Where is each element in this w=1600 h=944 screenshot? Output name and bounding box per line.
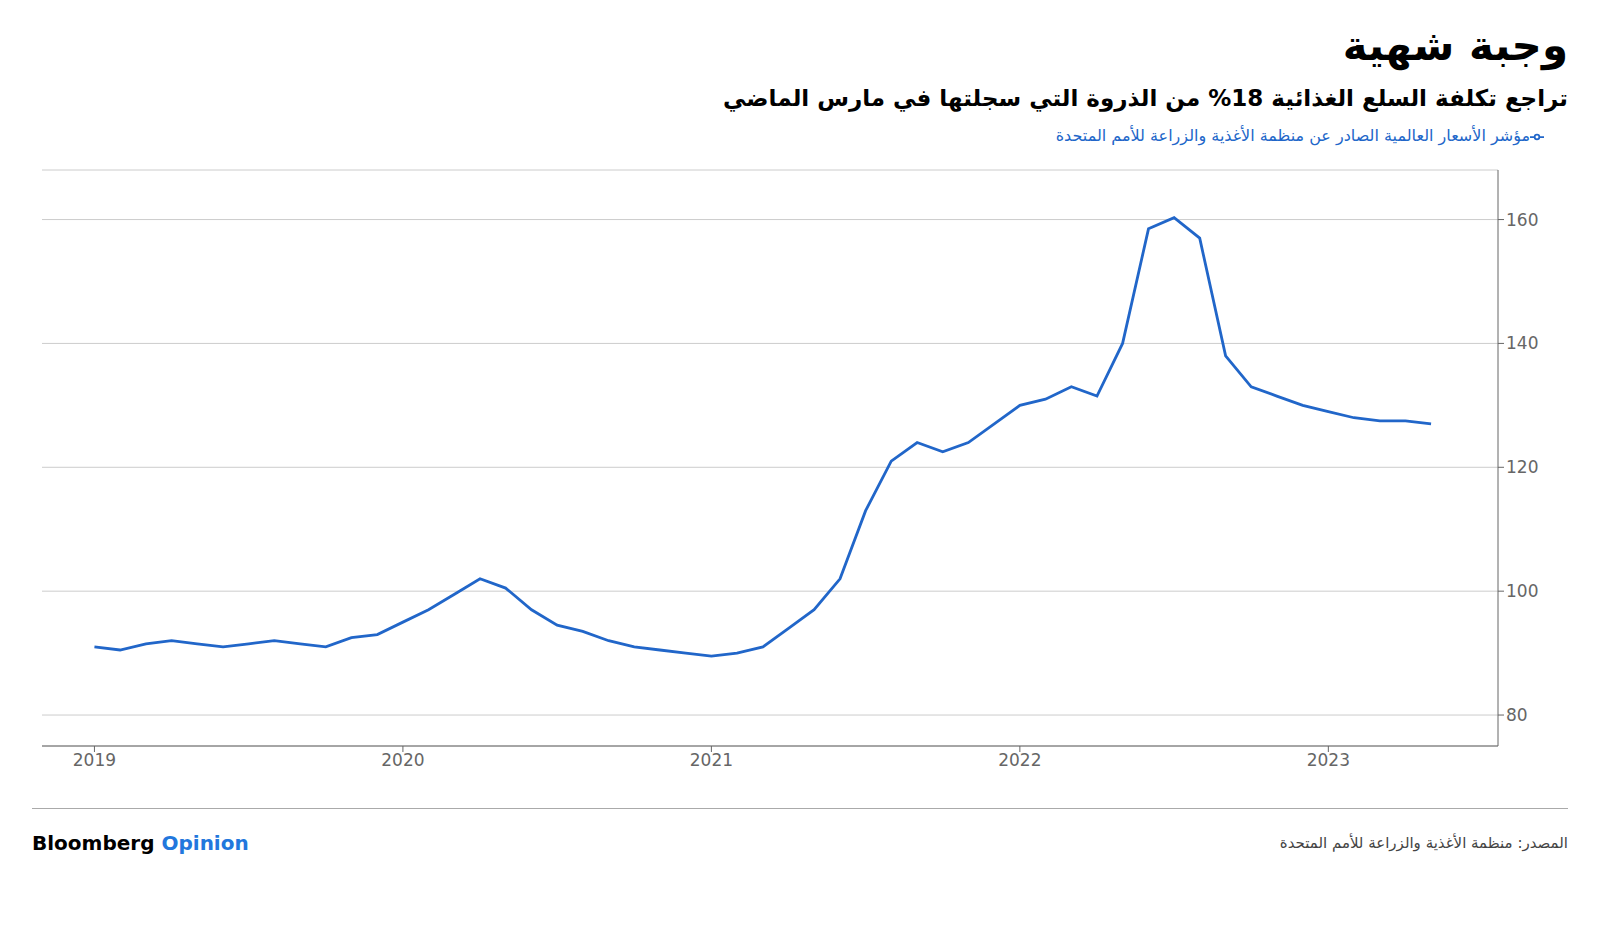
svg-text:2022: 2022 [998,750,1041,770]
svg-text:2020: 2020 [381,750,424,770]
svg-text:80: 80 [1506,705,1528,725]
html-text:Bloomberg Opinion: Bloomberg Opinion [32,831,249,855]
svg-text:160: 160 [1506,210,1538,230]
html-text:المصدر: منظمة الأغذية والزراعة: المصدر: منظمة الأغذية والزراعة للأمم الم… [1279,834,1568,852]
svg-text:120: 120 [1506,457,1538,477]
html-text:تراجع تكلفة السلع الغذائية 18%: تراجع تكلفة السلع الغذائية 18% من الذروة… [723,85,1568,111]
svg-text:100: 100 [1506,581,1538,601]
svg-text:2023: 2023 [1307,750,1350,770]
html-text:مؤشر الأسعار العالمية الصادر ع: مؤشر الأسعار العالمية الصادر عن منظمة ال… [1055,126,1530,145]
svg-text:2021: 2021 [690,750,733,770]
svg-text:140: 140 [1506,333,1538,353]
svg-text:2019: 2019 [73,750,116,770]
html-text:وجبة شهية: وجبة شهية [1342,21,1568,70]
